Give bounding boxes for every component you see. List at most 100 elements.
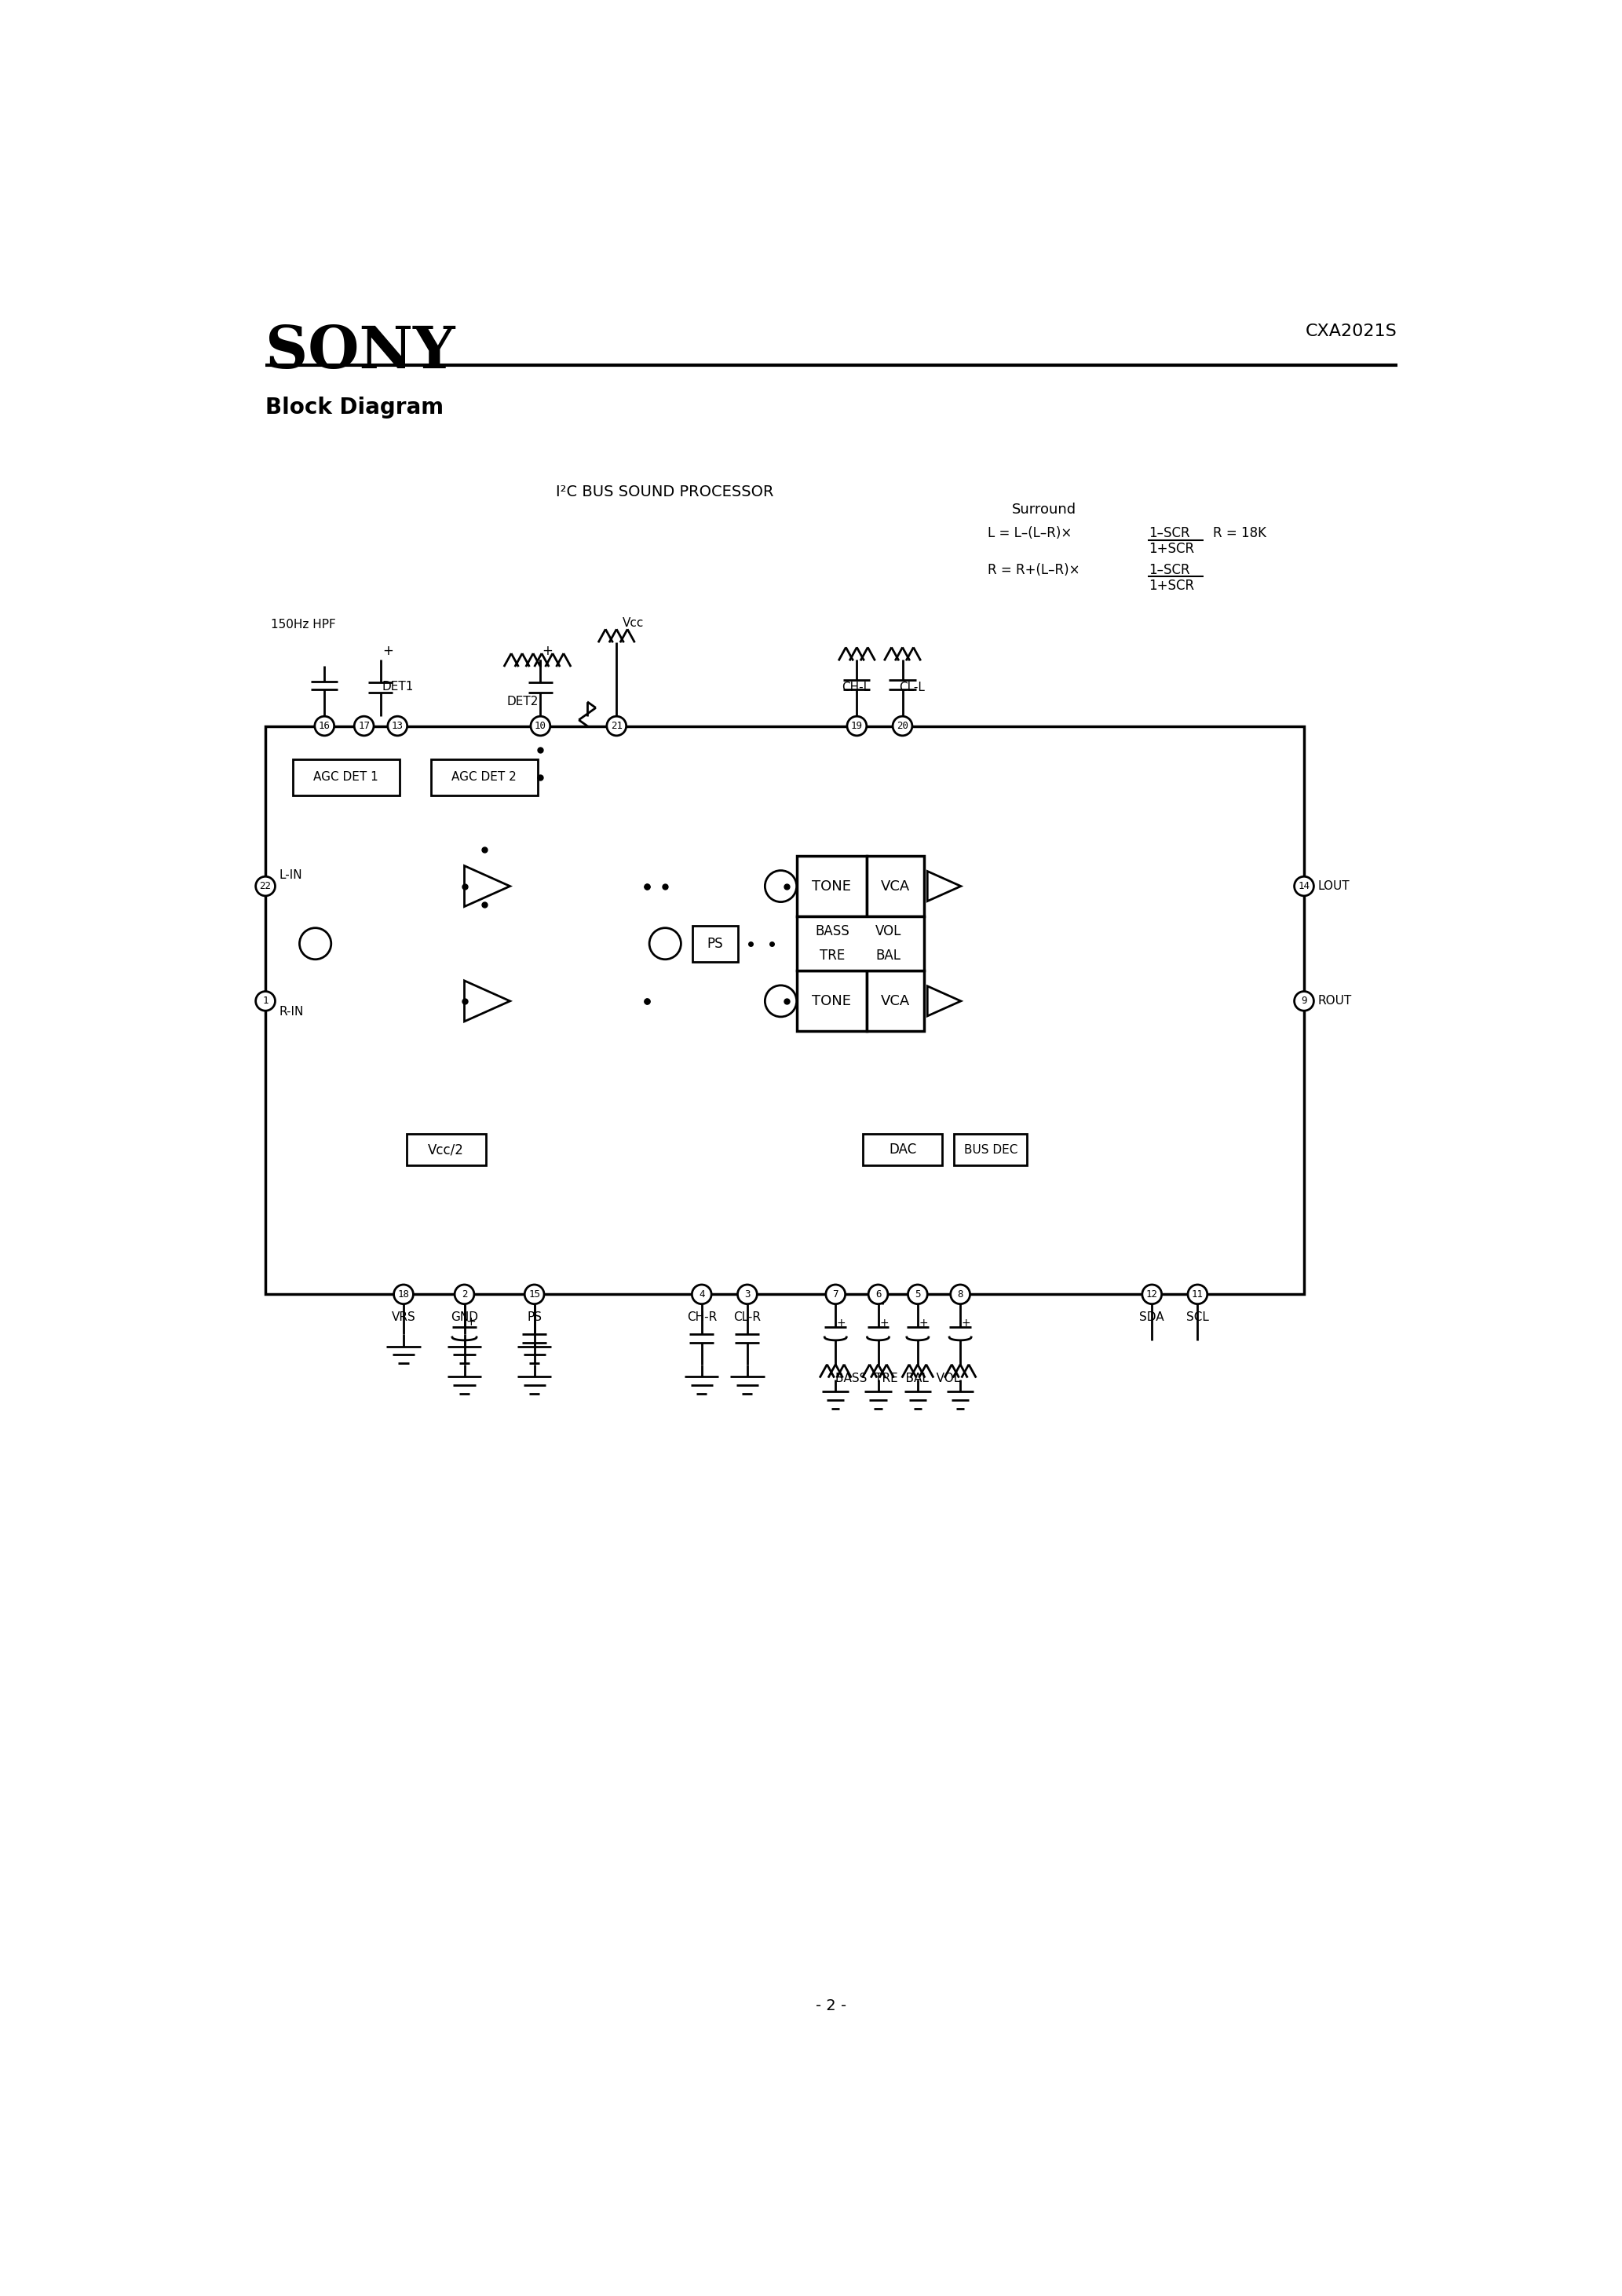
Bar [796,916,925,971]
Circle shape [388,716,407,735]
Circle shape [908,1286,928,1304]
Circle shape [826,1286,845,1304]
Text: Surround: Surround [1012,503,1077,517]
Text: +: + [466,1316,477,1327]
Circle shape [354,716,373,735]
Text: 150Hz HPF: 150Hz HPF [271,620,336,631]
Circle shape [256,877,276,895]
Circle shape [868,1286,887,1304]
Text: TONE: TONE [813,994,852,1008]
Circle shape [1294,992,1314,1010]
Text: 7: 7 [832,1290,839,1300]
Text: BASS  TRE  BAL  VOL: BASS TRE BAL VOL [835,1373,960,1384]
Text: 18: 18 [397,1290,409,1300]
Text: 1+SCR: 1+SCR [1148,542,1194,556]
Text: CH-R: CH-R [686,1311,717,1322]
Text: +: + [879,1318,889,1329]
Text: PS: PS [707,937,723,951]
Text: VOL: VOL [876,925,902,939]
Text: 21: 21 [610,721,623,730]
Circle shape [256,992,276,1010]
Text: 10: 10 [535,721,547,730]
Text: I²C BUS SOUND PROCESSOR: I²C BUS SOUND PROCESSOR [556,484,774,498]
Text: BUS DEC: BUS DEC [963,1143,1017,1155]
Text: - 2 -: - 2 - [816,2000,847,2014]
Text: +: + [383,645,393,659]
Bar [796,856,866,916]
Text: +: + [920,1318,928,1329]
Text: 3: 3 [744,1290,751,1300]
Text: 15: 15 [529,1290,540,1300]
Text: CXA2021S: CXA2021S [1306,324,1397,340]
Circle shape [315,716,334,735]
Text: Block Diagram: Block Diagram [266,397,444,418]
Circle shape [300,928,331,960]
Text: AGC DET 1: AGC DET 1 [313,771,378,783]
Text: TONE: TONE [813,879,852,893]
Text: BASS: BASS [816,925,850,939]
Text: PS: PS [527,1311,542,1322]
Text: GND: GND [451,1311,478,1322]
Text: CL-L: CL-L [900,682,925,693]
Bar [866,971,925,1031]
Text: LOUT: LOUT [1317,879,1350,893]
Circle shape [1142,1286,1161,1304]
Text: SONY: SONY [266,324,456,381]
Bar [693,925,738,962]
Text: 20: 20 [897,721,908,730]
Text: 22: 22 [260,882,271,891]
Text: 1+SCR: 1+SCR [1148,579,1194,592]
Text: 6: 6 [876,1290,881,1300]
Circle shape [454,1286,474,1304]
Text: 13: 13 [391,721,404,730]
Text: DAC: DAC [889,1143,916,1157]
Text: Vcc: Vcc [623,618,644,629]
Text: 17: 17 [358,721,370,730]
Text: L-IN: L-IN [279,870,302,882]
Text: VCA: VCA [881,879,910,893]
Text: DET2: DET2 [508,696,539,707]
Text: CL-R: CL-R [733,1311,761,1322]
Text: R = 18K: R = 18K [1213,526,1267,540]
Circle shape [1294,877,1314,895]
Text: BAL: BAL [876,948,902,962]
Circle shape [738,1286,757,1304]
Text: +: + [542,645,553,659]
Text: 5: 5 [915,1290,921,1300]
Text: 14: 14 [1298,882,1311,891]
Text: 1–SCR: 1–SCR [1148,526,1191,540]
Circle shape [693,1286,712,1304]
Bar [866,856,925,916]
Bar [431,760,537,794]
Circle shape [524,1286,543,1304]
Circle shape [950,1286,970,1304]
Text: 19: 19 [852,721,863,730]
Text: L = L–(L–R)×: L = L–(L–R)× [988,526,1072,540]
Circle shape [394,1286,414,1304]
Text: −: − [659,937,673,951]
Text: +: + [774,994,788,1008]
Circle shape [766,985,796,1017]
Circle shape [847,716,866,735]
Text: +: + [308,937,323,951]
Circle shape [892,716,912,735]
Bar [954,1134,1027,1166]
Text: DET1: DET1 [381,682,414,693]
Text: ROUT: ROUT [1317,994,1351,1008]
Text: VCA: VCA [881,994,910,1008]
Circle shape [1187,1286,1207,1304]
Text: 11: 11 [1192,1290,1204,1300]
Text: SDA: SDA [1140,1311,1165,1322]
Bar [407,1134,485,1166]
Text: 16: 16 [318,721,331,730]
Text: SCL: SCL [1186,1311,1208,1322]
Text: 1–SCR: 1–SCR [1148,563,1191,576]
Text: Vcc/2: Vcc/2 [428,1143,464,1157]
Text: CH-L: CH-L [842,682,869,693]
Text: 1: 1 [263,996,268,1006]
Text: +: + [962,1318,970,1329]
Text: AGC DET 2: AGC DET 2 [451,771,517,783]
Bar [266,726,1304,1295]
Text: 2: 2 [461,1290,467,1300]
Text: R-IN: R-IN [279,1006,303,1017]
